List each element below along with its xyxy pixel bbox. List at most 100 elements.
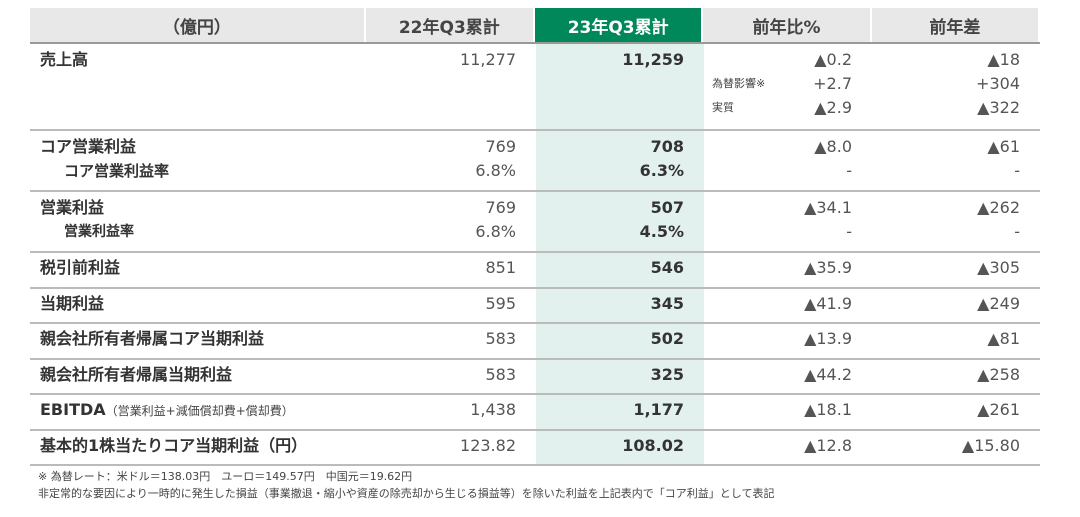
- real-diff: ▲322: [977, 98, 1020, 117]
- simple-rows: 税引前利益 851 546 ▲35.9 ▲305 当期利益 595 345 ▲41.9 ▲249 親…: [30, 253, 1040, 466]
- table-row: コア営業利益コア営業利益率 769 6.8% 708 6.3% ▲8.0 - ▲61 -: [30, 131, 1040, 192]
- diff-value: ▲258: [977, 364, 1020, 384]
- prev-value: 769 6.8%: [367, 192, 536, 251]
- prev-value: 595: [485, 293, 516, 313]
- current-value: 507 4.5%: [536, 192, 704, 251]
- diff-cell: ▲18 +304 ▲322: [872, 44, 1040, 129]
- diff-value: ▲15.80: [961, 435, 1020, 455]
- op-cur: 507: [650, 198, 684, 217]
- diff-cell: ▲262 -: [872, 192, 1040, 251]
- row-label: 親会社所有者帰属当期利益: [30, 360, 367, 394]
- pct-value: ▲18.1: [804, 400, 852, 419]
- core-rate-diff: -: [1014, 161, 1020, 180]
- row-label: 基本的1株当たりコア当期利益（円）: [30, 431, 367, 465]
- row-label: 当期利益: [30, 289, 367, 323]
- real-label: 実質: [712, 101, 734, 114]
- pct-value: ▲41.9: [804, 293, 852, 313]
- core-rate-cur: 6.3%: [639, 161, 684, 180]
- current-value: 546: [536, 253, 704, 287]
- diff-value: ▲81: [987, 329, 1020, 348]
- table-header: （億円） 22年Q3累計 23年Q3累計 前年比% 前年差: [30, 8, 1041, 44]
- row-label: コア営業利益コア営業利益率: [30, 131, 367, 190]
- header-current: 23年Q3累計: [534, 8, 704, 42]
- row-label: 税引前利益: [30, 253, 367, 287]
- header-yoy-pct: 前年比%: [703, 8, 872, 42]
- table-row: 親会社所有者帰属コア当期利益 583 502 ▲13.9 ▲81: [30, 324, 1040, 360]
- core-prev: 769: [485, 137, 516, 156]
- table-row: 当期利益 595 345 ▲41.9 ▲249: [30, 288, 1040, 324]
- pct-value: ▲13.9: [804, 329, 852, 348]
- op-rate-pct: -: [846, 222, 852, 241]
- prev-value: 583: [485, 364, 516, 384]
- prev-value: 851: [485, 258, 516, 277]
- current-value: 325: [536, 359, 704, 393]
- op-rate-cur: 4.5%: [639, 222, 684, 241]
- pct-value: ▲44.2: [804, 364, 852, 384]
- current-value: 1,177: [536, 395, 704, 429]
- fx-label: 為替影響※: [712, 77, 766, 90]
- prev-value: 11,277: [460, 50, 516, 69]
- pct-cell: ▲8.0 -: [704, 131, 872, 190]
- current-value: 708 6.3%: [536, 131, 704, 190]
- table-row: 売上高 11,277 11,259 ▲0.2 為替影響※ +2.7 実質 ▲2.9 …: [30, 44, 1040, 131]
- row-label-text: 親会社所有者帰属コア当期利益: [40, 329, 265, 348]
- pct-value: ▲0.2: [814, 50, 852, 69]
- core-rate-label: コア営業利益率: [64, 162, 170, 180]
- core-diff: ▲61: [987, 137, 1020, 156]
- prev-value: 123.82: [460, 435, 516, 455]
- op-prev: 769: [485, 198, 516, 217]
- fx-diff: +304: [976, 74, 1020, 93]
- core-rate-pct: -: [846, 161, 852, 180]
- pct-value: ▲12.8: [804, 435, 852, 455]
- core-pct: ▲8.0: [814, 137, 852, 156]
- pct-cell: ▲0.2 為替影響※ +2.7 実質 ▲2.9: [704, 44, 872, 129]
- row-label-text: 親会社所有者帰属当期利益: [40, 364, 233, 384]
- prev-value: 769 6.8%: [367, 131, 536, 190]
- core-profit-note: 非定常的な要因により一時的に発生した損益（事業撤退・縮小や資産の除売却から生じる…: [38, 487, 775, 500]
- pct-value: ▲35.9: [804, 258, 852, 277]
- core-cur: 708: [650, 137, 684, 156]
- prev-value: 1,438: [470, 400, 516, 419]
- diff-value: ▲249: [977, 293, 1020, 313]
- row-label: 営業利益営業利益率: [30, 192, 367, 251]
- real-pct: ▲2.9: [814, 98, 852, 117]
- pct-cell: ▲34.1 -: [704, 192, 872, 251]
- current-value: 108.02: [536, 430, 704, 464]
- table-row: 営業利益営業利益率 769 6.8% 507 4.5% ▲34.1 - ▲262 -: [30, 192, 1040, 253]
- diff-value: ▲305: [977, 258, 1020, 277]
- row-label: EBITDA（営業利益+減価償却費+償却費）: [30, 395, 367, 429]
- diff-cell: ▲61 -: [872, 131, 1040, 190]
- current-value: 502: [536, 324, 704, 358]
- row-label-text: 当期利益: [40, 293, 105, 313]
- table-row: 親会社所有者帰属当期利益 583 325 ▲44.2 ▲258: [30, 359, 1040, 395]
- financial-table: （億円） 22年Q3累計 23年Q3累計 前年比% 前年差 売上高 11,277…: [30, 8, 1041, 466]
- op-rate-prev: 6.8%: [475, 222, 516, 241]
- current-value: 11,259: [536, 44, 704, 129]
- op-rate-diff: -: [1014, 222, 1020, 241]
- op-pct: ▲34.1: [804, 198, 852, 217]
- op-diff: ▲262: [977, 198, 1020, 217]
- row-note: （営業利益+減価償却費+償却費）: [105, 404, 294, 418]
- table-row: EBITDA（営業利益+減価償却費+償却費） 1,438 1,177 ▲18.1 ▲26…: [30, 395, 1040, 431]
- op-rate-label: 営業利益率: [64, 224, 134, 240]
- prev-value: 583: [485, 329, 516, 348]
- footnotes: ※ 為替レート：米ドル＝138.03円 ユーロ＝149.57円 中国元＝19.6…: [38, 468, 774, 502]
- header-prev: 22年Q3累計: [365, 8, 535, 42]
- current-value: 345: [536, 288, 704, 322]
- row-label: 売上高: [40, 50, 89, 69]
- table-row: 税引前利益 851 546 ▲35.9 ▲305: [30, 253, 1040, 289]
- row-label-text: 税引前利益: [40, 258, 121, 277]
- fx-rate-note: ※ 為替レート：米ドル＝138.03円 ユーロ＝149.57円 中国元＝19.6…: [38, 470, 413, 483]
- row-label-text: EBITDA: [40, 400, 106, 419]
- row-label: 親会社所有者帰属コア当期利益: [30, 324, 367, 358]
- diff-value: ▲18: [987, 50, 1020, 69]
- op-label: 営業利益: [40, 198, 105, 217]
- fx-pct: +2.7: [813, 74, 852, 93]
- core-rate-prev: 6.8%: [475, 161, 516, 180]
- row-label-text: 基本的1株当たりコア当期利益（円）: [40, 435, 308, 455]
- table-row: 基本的1株当たりコア当期利益（円） 123.82 108.02 ▲12.8 ▲15.80: [30, 430, 1040, 466]
- diff-value: ▲261: [977, 400, 1020, 419]
- core-label: コア営業利益: [40, 137, 137, 156]
- header-yoy-diff: 前年差: [871, 8, 1041, 42]
- header-unit: （億円）: [30, 8, 366, 42]
